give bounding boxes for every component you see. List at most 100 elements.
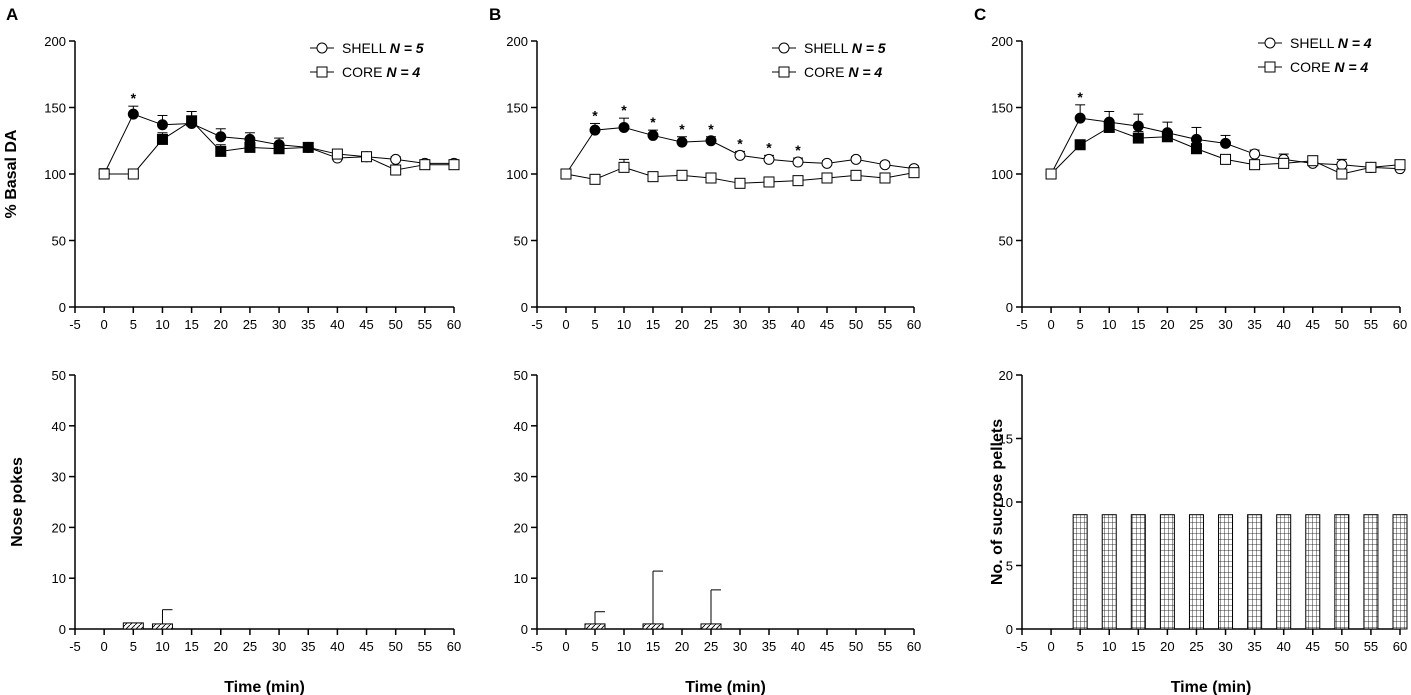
series-line-core <box>1050 126 1401 175</box>
data-point-core <box>792 175 804 187</box>
data-point-core <box>821 172 833 184</box>
x-tick-label: 15 <box>646 317 660 332</box>
x-tick-label: 60 <box>1393 639 1407 654</box>
y-tick-label: 10 <box>52 571 66 586</box>
x-tick-label: 10 <box>1102 639 1116 654</box>
legend-n-label: N = 4 <box>386 64 420 80</box>
x-tick-label: 50 <box>1335 639 1349 654</box>
bar <box>1276 514 1292 630</box>
data-point-core <box>1220 153 1232 165</box>
y-tick-label: 10 <box>514 571 528 586</box>
x-axis-label: Time (min) <box>685 679 766 695</box>
x-tick-label: 25 <box>1189 639 1203 654</box>
x-tick-label: 45 <box>359 639 373 654</box>
legend-marker-core <box>1264 61 1276 73</box>
x-tick-label: -5 <box>69 639 81 654</box>
x-tick-label: 40 <box>791 639 805 654</box>
x-tick-label: -5 <box>1016 639 1028 654</box>
x-tick-label: 25 <box>243 317 257 332</box>
significance-star: * <box>131 90 137 106</box>
x-tick-label: 20 <box>675 317 689 332</box>
x-tick-label: 20 <box>1160 317 1174 332</box>
x-tick-label: 55 <box>418 317 432 332</box>
x-tick-label: 25 <box>1189 317 1203 332</box>
x-tick-label: 40 <box>330 639 344 654</box>
significance-star: * <box>650 114 656 130</box>
x-tick-label: 45 <box>1306 639 1320 654</box>
x-tick-label: 55 <box>1364 317 1378 332</box>
data-point-core <box>1394 159 1406 171</box>
data-point-core <box>1161 131 1173 143</box>
x-tick-label: 0 <box>562 639 569 654</box>
data-point-shell <box>589 124 601 136</box>
data-point-core <box>215 145 227 157</box>
x-tick-label: 40 <box>791 317 805 332</box>
data-point-core <box>419 159 431 171</box>
y-tick-label: 5 <box>1006 559 1013 574</box>
data-point-core <box>1103 121 1115 133</box>
legend-marker-shell <box>316 42 328 54</box>
data-point-core <box>1249 159 1261 171</box>
bar <box>1334 514 1350 630</box>
x-tick-label: 15 <box>184 317 198 332</box>
bar <box>584 623 606 630</box>
bar <box>1130 514 1146 630</box>
legend-marker-core <box>316 66 328 78</box>
x-tick-label: 15 <box>646 639 660 654</box>
y-tick-label: 100 <box>44 167 66 182</box>
data-point-core <box>676 169 688 181</box>
y-tick-label: 0 <box>521 300 528 315</box>
legend-n-label: N = 4 <box>1334 59 1368 75</box>
legend-entry-shell: SHELL N = 4 <box>1290 35 1372 51</box>
y-axis-label: % Basal DA <box>3 129 20 218</box>
data-point-core <box>1336 168 1348 180</box>
data-point-shell <box>127 108 139 120</box>
y-tick-label: 40 <box>514 419 528 434</box>
x-tick-label: 5 <box>130 317 137 332</box>
data-point-shell <box>618 121 630 133</box>
data-point-shell <box>850 153 862 165</box>
x-tick-label: -5 <box>531 639 543 654</box>
legend-series-name: CORE <box>1290 59 1334 75</box>
x-tick-label: 50 <box>1335 317 1349 332</box>
x-tick-label: 20 <box>675 639 689 654</box>
legend-marker-shell <box>1264 37 1276 49</box>
data-point-shell <box>879 159 891 171</box>
y-tick-label: 10 <box>999 495 1013 510</box>
y-tick-label: 100 <box>991 167 1013 182</box>
legend-entry-shell: SHELL N = 5 <box>342 40 424 56</box>
x-tick-label: 5 <box>591 639 598 654</box>
data-point-core <box>302 141 314 153</box>
data-point-shell <box>1132 120 1144 132</box>
x-tick-label: 45 <box>820 639 834 654</box>
significance-star: * <box>708 121 714 137</box>
y-tick-label: 50 <box>999 234 1013 249</box>
x-tick-label: 5 <box>1077 639 1084 654</box>
panel-letter-b: B <box>489 5 501 24</box>
data-point-core <box>1190 143 1202 155</box>
x-tick-label: 50 <box>388 639 402 654</box>
x-tick-label: 0 <box>1047 639 1054 654</box>
significance-star: * <box>737 135 743 151</box>
x-tick-label: -5 <box>69 317 81 332</box>
x-tick-label: 50 <box>849 639 863 654</box>
data-point-core <box>98 168 110 180</box>
y-tick-label: 50 <box>52 234 66 249</box>
x-tick-label: 40 <box>330 317 344 332</box>
significance-star: * <box>621 102 627 118</box>
x-tick-label: 15 <box>1131 639 1145 654</box>
bar <box>1305 514 1321 630</box>
x-tick-label: 30 <box>733 639 747 654</box>
data-point-core <box>560 168 572 180</box>
y-tick-label: 30 <box>514 470 528 485</box>
x-tick-label: 25 <box>704 317 718 332</box>
x-tick-label: 0 <box>562 317 569 332</box>
data-point-shell <box>1336 159 1348 171</box>
data-point-shell <box>156 119 168 131</box>
x-tick-label: 50 <box>388 317 402 332</box>
x-tick-label: 10 <box>155 639 169 654</box>
bar <box>1101 514 1117 630</box>
